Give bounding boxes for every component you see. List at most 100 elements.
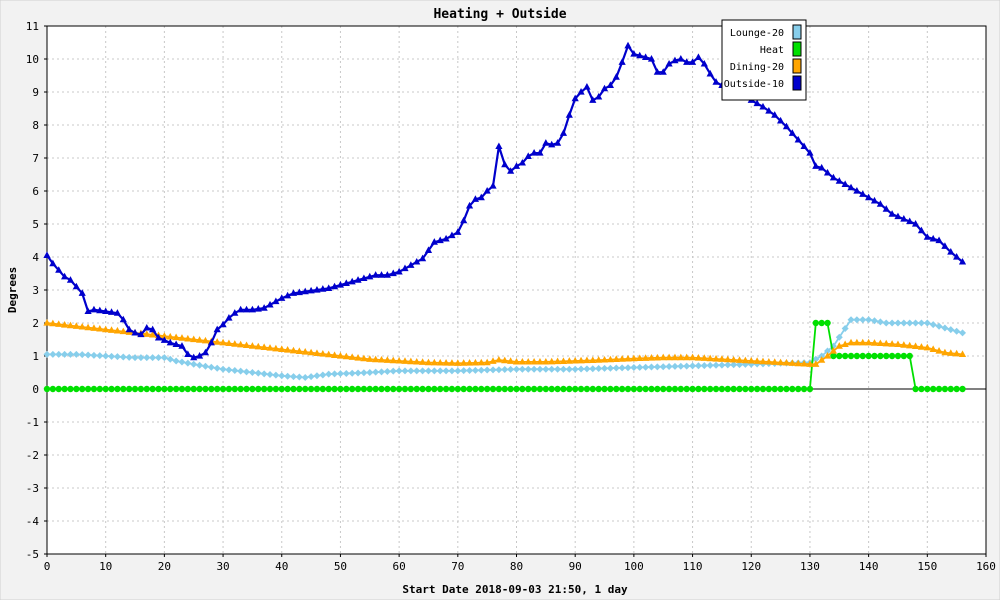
dining-20-point bbox=[495, 355, 503, 363]
y-tick-label: 7 bbox=[32, 152, 39, 165]
lounge-20-point bbox=[248, 369, 256, 376]
series-outside-10 bbox=[43, 41, 967, 361]
outside-10-point bbox=[424, 246, 433, 253]
dining-20-point bbox=[330, 351, 339, 358]
outside-10-point bbox=[683, 58, 691, 65]
lounge-20-point bbox=[413, 367, 421, 375]
lounge-20-point bbox=[812, 355, 820, 363]
dining-20-point bbox=[61, 320, 69, 328]
outside-10-point bbox=[788, 129, 796, 136]
outside-10-point bbox=[688, 58, 697, 65]
outside-10-point bbox=[524, 152, 532, 159]
dining-20-point bbox=[847, 338, 855, 346]
outside-10-point bbox=[630, 50, 638, 57]
x-tick-label: 10 bbox=[99, 560, 112, 573]
lounge-20-point bbox=[219, 365, 227, 373]
outside-10-point bbox=[765, 106, 773, 114]
lounge-20-point bbox=[882, 319, 890, 327]
heat-point bbox=[395, 385, 403, 393]
dining-20-point bbox=[665, 353, 673, 361]
heat-point bbox=[55, 385, 62, 393]
dining-20-point bbox=[647, 354, 656, 361]
heat-point bbox=[800, 385, 808, 393]
dining-20-point bbox=[213, 338, 221, 345]
heat-point bbox=[530, 385, 538, 393]
grid bbox=[46, 25, 987, 555]
dining-20-point bbox=[55, 320, 63, 327]
lounge-20-point bbox=[119, 353, 127, 361]
outside-10-point bbox=[195, 352, 204, 359]
heat-point bbox=[460, 385, 467, 393]
outside-10-point bbox=[442, 234, 450, 242]
outside-10-point bbox=[260, 304, 268, 311]
heat-point bbox=[296, 385, 303, 393]
lounge-20-point bbox=[61, 350, 69, 358]
lounge-20-point bbox=[354, 369, 362, 377]
heat-point bbox=[307, 385, 315, 393]
lounge-20-point bbox=[900, 319, 908, 327]
lounge-20-point bbox=[870, 317, 878, 325]
y-tick-label: -4 bbox=[26, 515, 40, 528]
y-tick-label: -1 bbox=[26, 416, 39, 429]
heat-point bbox=[454, 385, 462, 393]
lounge-20-point bbox=[319, 371, 327, 379]
dining-20-point bbox=[119, 327, 127, 335]
x-axis-title: Start Date 2018-09-03 21:50, 1 day bbox=[402, 583, 628, 596]
lounge-20-point bbox=[348, 369, 356, 377]
y-tick-label: 11 bbox=[26, 20, 39, 33]
outside-10-point bbox=[935, 236, 943, 244]
outside-10-point bbox=[49, 259, 57, 267]
dining-20-point bbox=[583, 356, 591, 364]
dining-20-point bbox=[935, 347, 943, 354]
heat-point bbox=[114, 385, 121, 393]
outside-10-point bbox=[653, 68, 661, 75]
dining-20-point bbox=[231, 340, 239, 347]
lounge-20-point bbox=[642, 363, 650, 371]
dining-20-point bbox=[149, 330, 157, 338]
heat-point bbox=[202, 385, 209, 393]
lounge-20-point bbox=[254, 369, 262, 377]
lounge-20-point bbox=[947, 326, 955, 334]
lounge-20-point bbox=[595, 365, 603, 373]
lounge-20-point bbox=[389, 367, 397, 375]
heat-point bbox=[924, 385, 931, 393]
dining-20-point bbox=[606, 355, 614, 363]
outside-10-point bbox=[213, 325, 221, 333]
outside-10-point bbox=[553, 139, 562, 146]
lounge-20-point bbox=[125, 353, 133, 361]
x-tick-label: 160 bbox=[976, 560, 996, 573]
heat-point bbox=[489, 385, 497, 393]
lounge-20-point bbox=[272, 371, 280, 379]
lounge-20-point bbox=[847, 316, 855, 324]
heat-point bbox=[161, 385, 168, 393]
heat-point bbox=[79, 385, 86, 393]
outside-10-point bbox=[366, 272, 374, 280]
heat-point bbox=[795, 385, 802, 393]
dining-20-point bbox=[548, 357, 556, 365]
outside-10-point bbox=[483, 187, 491, 194]
dining-20-point bbox=[278, 345, 286, 352]
heat-point bbox=[947, 385, 954, 393]
heat-point bbox=[272, 385, 280, 393]
outside-10-point bbox=[823, 168, 832, 176]
lounge-20-point bbox=[284, 372, 292, 380]
dining-20-point bbox=[853, 338, 861, 346]
lounge-20-point bbox=[577, 365, 585, 373]
outside-10-point bbox=[536, 149, 544, 156]
dining-20-point bbox=[301, 348, 309, 355]
heat-point bbox=[953, 385, 960, 393]
dining-20-point bbox=[577, 356, 585, 364]
outside-10-point bbox=[395, 267, 403, 275]
dining-20-point bbox=[941, 348, 949, 356]
lounge-20-point bbox=[166, 355, 174, 363]
dining-20-point bbox=[184, 334, 192, 342]
dining-20-point bbox=[477, 358, 485, 366]
outside-10-point bbox=[319, 285, 327, 292]
outside-10-point bbox=[266, 300, 274, 308]
outside-10-point bbox=[119, 315, 127, 323]
dining-20-point bbox=[683, 353, 691, 361]
heat-point bbox=[777, 385, 784, 393]
dining-20-point bbox=[829, 347, 838, 354]
outside-10-point bbox=[254, 304, 262, 312]
dining-20-point bbox=[835, 342, 843, 349]
